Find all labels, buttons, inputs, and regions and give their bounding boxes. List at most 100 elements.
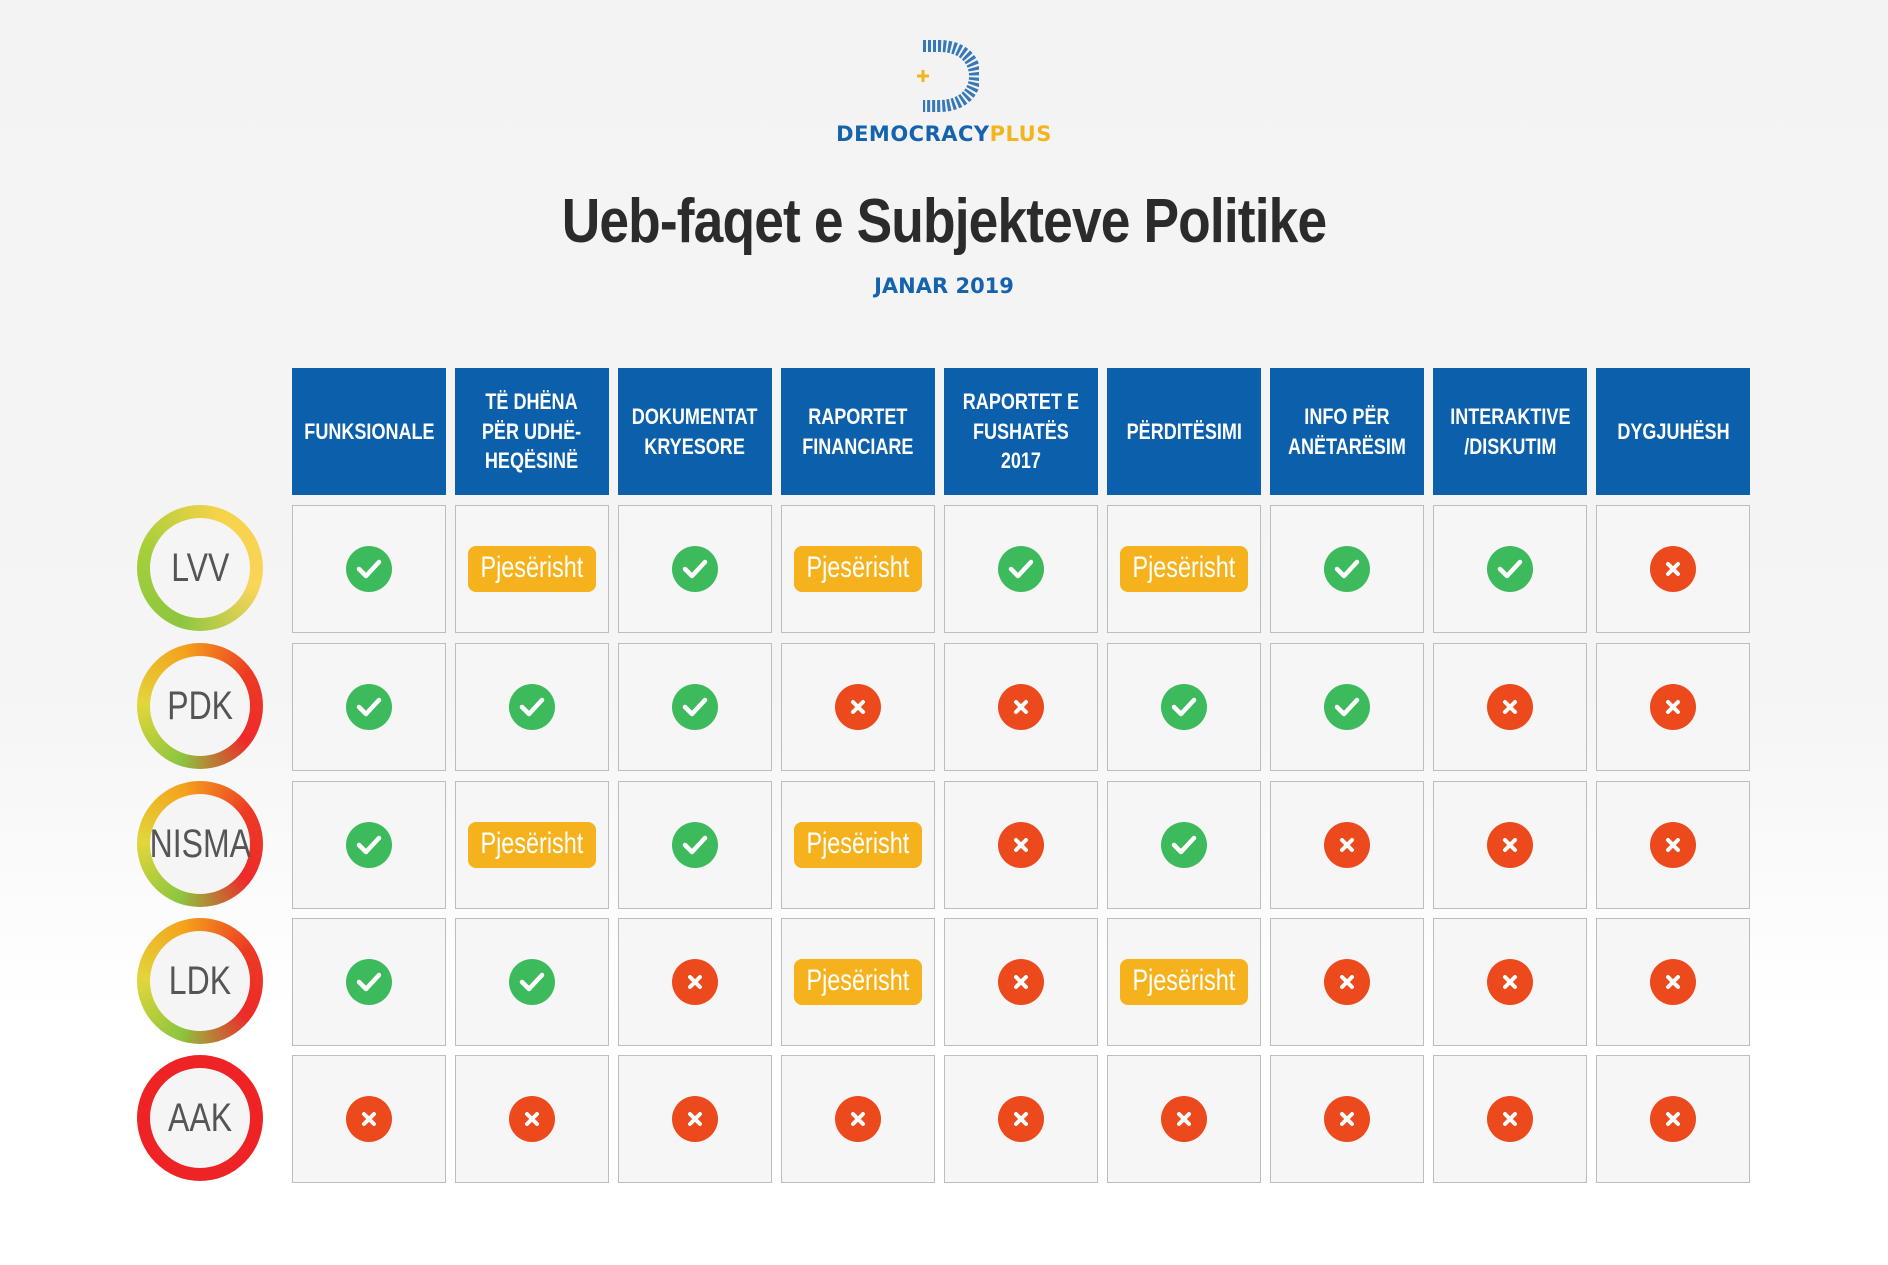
table-cell bbox=[781, 1055, 935, 1183]
x-icon bbox=[672, 959, 718, 1005]
table-cell bbox=[944, 643, 1098, 771]
check-icon bbox=[998, 546, 1044, 592]
partial-badge: Pjesërisht bbox=[468, 822, 596, 868]
table-row: NISMA Pjesërisht Pjesërisht bbox=[0, 781, 1888, 909]
partial-badge-label: Pjesërisht bbox=[1132, 964, 1236, 997]
x-icon bbox=[1487, 1096, 1533, 1142]
table-cell bbox=[1433, 918, 1587, 1046]
brand-name: DEMOCRACYPLUS bbox=[836, 122, 1052, 146]
check-icon bbox=[672, 546, 718, 592]
party-name: LDK bbox=[168, 958, 232, 1003]
table-cell bbox=[1596, 643, 1750, 771]
table-cell bbox=[1433, 505, 1587, 633]
table-row: PDK bbox=[0, 643, 1888, 771]
party-badge: PDK bbox=[137, 643, 263, 769]
column-header-label: INTERAKTIVE /DISKUTIM bbox=[1449, 403, 1571, 459]
x-icon bbox=[1487, 684, 1533, 730]
table-cell bbox=[292, 1055, 446, 1183]
table-cell bbox=[1107, 1055, 1261, 1183]
x-icon bbox=[1324, 822, 1370, 868]
table-cell bbox=[618, 918, 772, 1046]
column-header-label: PËRDITËSIMI bbox=[1126, 418, 1242, 444]
column-header: TË DHËNA PËR UDHË- HEQËSINË bbox=[455, 368, 609, 495]
x-icon bbox=[672, 1096, 718, 1142]
x-icon bbox=[1324, 1096, 1370, 1142]
table-cell: Pjesërisht bbox=[455, 781, 609, 909]
column-header: RAPORTET E FUSHATËS 2017 bbox=[944, 368, 1098, 495]
column-header-row: FUNKSIONALE TË DHËNA PËR UDHË- HEQËSINË DO… bbox=[0, 368, 1888, 495]
x-icon bbox=[1650, 684, 1696, 730]
x-icon bbox=[998, 684, 1044, 730]
partial-badge-label: Pjesërisht bbox=[1132, 551, 1236, 584]
table-cell bbox=[1433, 1055, 1587, 1183]
table-cell: Pjesërisht bbox=[1107, 918, 1261, 1046]
x-icon bbox=[1324, 959, 1370, 1005]
column-header-label: RAPORTET FINANCIARE bbox=[802, 403, 914, 459]
table-row: AAK bbox=[0, 1055, 1888, 1183]
table-cell bbox=[1107, 781, 1261, 909]
column-header-label: RAPORTET E FUSHATËS 2017 bbox=[962, 388, 1080, 474]
check-icon bbox=[672, 822, 718, 868]
table-cell bbox=[292, 781, 446, 909]
page-subtitle: JANAR 2019 bbox=[874, 274, 1014, 298]
table-cell bbox=[292, 918, 446, 1046]
table-row: LDK Pjesërisht Pjesërisht bbox=[0, 918, 1888, 1046]
table-cell bbox=[618, 643, 772, 771]
table-cell bbox=[1270, 505, 1424, 633]
check-icon bbox=[1324, 684, 1370, 730]
table-row: LVV Pjesërisht Pjesërisht Pjesërisht bbox=[0, 505, 1888, 633]
table-cell bbox=[944, 918, 1098, 1046]
party-name: AAK bbox=[167, 1095, 233, 1140]
x-icon bbox=[835, 1096, 881, 1142]
table-cell bbox=[455, 643, 609, 771]
check-icon bbox=[672, 684, 718, 730]
democracyplus-logo: DEMOCRACYPLUS bbox=[0, 40, 1888, 146]
democracyplus-d-logo-icon bbox=[917, 40, 979, 112]
partial-badge: Pjesërisht bbox=[1120, 546, 1248, 592]
party-name: PDK bbox=[167, 683, 233, 728]
table-cell bbox=[455, 918, 609, 1046]
party-badge: LVV bbox=[137, 505, 263, 631]
x-icon bbox=[1487, 959, 1533, 1005]
column-header: FUNKSIONALE bbox=[292, 368, 446, 495]
table-cell bbox=[1433, 643, 1587, 771]
x-icon bbox=[1650, 959, 1696, 1005]
table-cell: Pjesërisht bbox=[455, 505, 609, 633]
table-cell: Pjesërisht bbox=[781, 781, 935, 909]
table-cell bbox=[944, 781, 1098, 909]
check-icon bbox=[1161, 684, 1207, 730]
table-cell bbox=[618, 1055, 772, 1183]
partial-badge: Pjesërisht bbox=[1120, 959, 1248, 1005]
party-badge-inner: LDK bbox=[150, 931, 250, 1031]
table-cell bbox=[1596, 781, 1750, 909]
table-cell bbox=[1596, 505, 1750, 633]
table-cell bbox=[1596, 918, 1750, 1046]
check-icon bbox=[1324, 546, 1370, 592]
column-header: INTERAKTIVE /DISKUTIM bbox=[1433, 368, 1587, 495]
party-badge-inner: NISMA bbox=[149, 794, 251, 894]
table-cell bbox=[944, 505, 1098, 633]
x-icon bbox=[1487, 822, 1533, 868]
table-cell bbox=[292, 505, 446, 633]
partial-badge-label: Pjesërisht bbox=[806, 827, 910, 860]
x-icon bbox=[1650, 1096, 1696, 1142]
table-cell bbox=[1270, 781, 1424, 909]
x-icon bbox=[346, 1096, 392, 1142]
check-icon bbox=[346, 546, 392, 592]
partial-badge: Pjesërisht bbox=[794, 822, 922, 868]
check-icon bbox=[509, 684, 555, 730]
table-cell bbox=[618, 781, 772, 909]
table-cell bbox=[1596, 1055, 1750, 1183]
column-header-label: INFO PËR ANËTARËSIM bbox=[1288, 403, 1406, 459]
table-cell bbox=[618, 505, 772, 633]
partial-badge-label: Pjesërisht bbox=[806, 964, 910, 997]
column-header: PËRDITËSIMI bbox=[1107, 368, 1261, 495]
x-icon bbox=[998, 1096, 1044, 1142]
check-icon bbox=[1487, 546, 1533, 592]
brand-name-part2: PLUS bbox=[989, 122, 1052, 146]
party-name: LVV bbox=[170, 545, 230, 590]
x-icon bbox=[998, 822, 1044, 868]
check-icon bbox=[509, 959, 555, 1005]
x-icon bbox=[998, 959, 1044, 1005]
x-icon bbox=[835, 684, 881, 730]
